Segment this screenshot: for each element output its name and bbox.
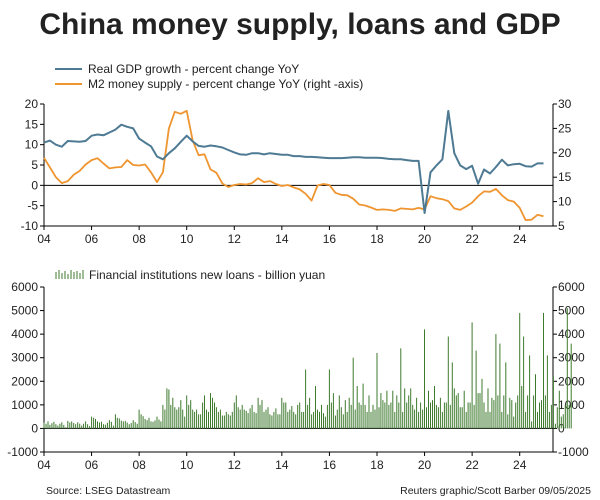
top-left-tick-label: -5	[27, 199, 38, 213]
bottom-left-tick-label: 1000	[11, 398, 38, 412]
bottom-x-tick-label: 08	[132, 458, 146, 472]
credit-note: Reuters graphic/Scott Barber 09/05/2025	[400, 485, 591, 497]
bottom-right-tick-label: 5000	[558, 304, 585, 318]
bottom-left-tick-label: 6000	[11, 280, 38, 294]
top-x-tick-label: 16	[323, 232, 337, 246]
bottom-x-tick-label: 20	[418, 458, 432, 472]
top-x-tick-label: 10	[180, 232, 194, 246]
m2-line	[43, 109, 544, 221]
top-left-tick-label: 5	[31, 158, 38, 172]
top-legend-m2-label: M2 money supply - percent change YoY (ri…	[88, 77, 363, 91]
top-x-tick-label: 20	[418, 232, 432, 246]
top-right-tick-label: 30	[558, 97, 572, 111]
bottom-left-tick-label: -1000	[7, 445, 38, 459]
bottom-x-tick-label: 22	[465, 458, 479, 472]
top-left-tick-label: 0	[31, 178, 38, 192]
bottom-x-tick-label: 14	[275, 458, 289, 472]
top-right-tick-label: 25	[558, 121, 572, 135]
top-legend-gdp-label: Real GDP growth - percent change YoY	[88, 62, 299, 76]
bottom-left-tick-label: 4000	[11, 327, 38, 341]
top-x-tick-label: 18	[370, 232, 384, 246]
top-x-tick-label: 14	[275, 232, 289, 246]
bottom-left-tick-label: 3000	[11, 351, 38, 365]
bottom-legend-swatch	[55, 270, 84, 279]
source-note: Source: LSEG Datastream	[46, 485, 171, 497]
bottom-right-tick-label: 4000	[558, 327, 585, 341]
top-x-tick-label: 12	[228, 232, 242, 246]
top-left-tick-label: 10	[25, 138, 39, 152]
top-right-tick-label: 10	[558, 195, 572, 209]
bottom-x-tick-label: 06	[85, 458, 99, 472]
chart-title: China money supply, loans and GDP	[39, 8, 560, 41]
bottom-series	[43, 308, 572, 429]
bottom-left-tick-label: 2000	[11, 374, 38, 388]
bottom-left-tick-label: 5000	[11, 304, 38, 318]
bottom-x-tick-label: 24	[513, 458, 527, 472]
top-right-tick-label: 15	[558, 170, 572, 184]
top-right-tick-label: 20	[558, 146, 572, 160]
bottom-x-tick-label: 10	[180, 458, 194, 472]
top-left-tick-label: -10	[21, 219, 39, 233]
bottom-x-tick-label: 18	[370, 458, 384, 472]
bottom-left-tick-label: 0	[31, 421, 38, 435]
top-x-tick-label: 22	[465, 232, 479, 246]
top-right-tick-label: 5	[558, 219, 565, 233]
top-left-tick-label: 20	[25, 97, 39, 111]
top-x-tick-label: 08	[132, 232, 146, 246]
top-left-tick-label: 15	[25, 117, 39, 131]
gdp-line	[43, 109, 544, 214]
top-x-tick-label: 04	[37, 232, 51, 246]
top-panel: Real GDP growth - percent change YoY M2 …	[21, 62, 572, 246]
bottom-legend-label: Financial institutions new loans - billi…	[89, 268, 325, 282]
bottom-x-tick-label: 04	[37, 458, 51, 472]
top-series	[43, 109, 544, 221]
bottom-panel: Financial institutions new loans - billi…	[7, 268, 589, 472]
bottom-axes: 6000 5000 4000 3000 2000 1000 0 -1000 6000 5000 40…	[7, 280, 589, 472]
top-x-tick-label: 24	[513, 232, 527, 246]
bottom-x-tick-label: 12	[228, 458, 242, 472]
top-axes: 20 15 10 5 0 -5 -10 30 25 20 15 10 5 04 06 08 10 12 14 16 18…	[21, 97, 572, 246]
bottom-right-tick-label: 6000	[558, 280, 585, 294]
bottom-x-tick-label: 16	[323, 458, 337, 472]
top-x-tick-label: 06	[85, 232, 99, 246]
bottom-right-tick-label: -1000	[558, 445, 589, 459]
